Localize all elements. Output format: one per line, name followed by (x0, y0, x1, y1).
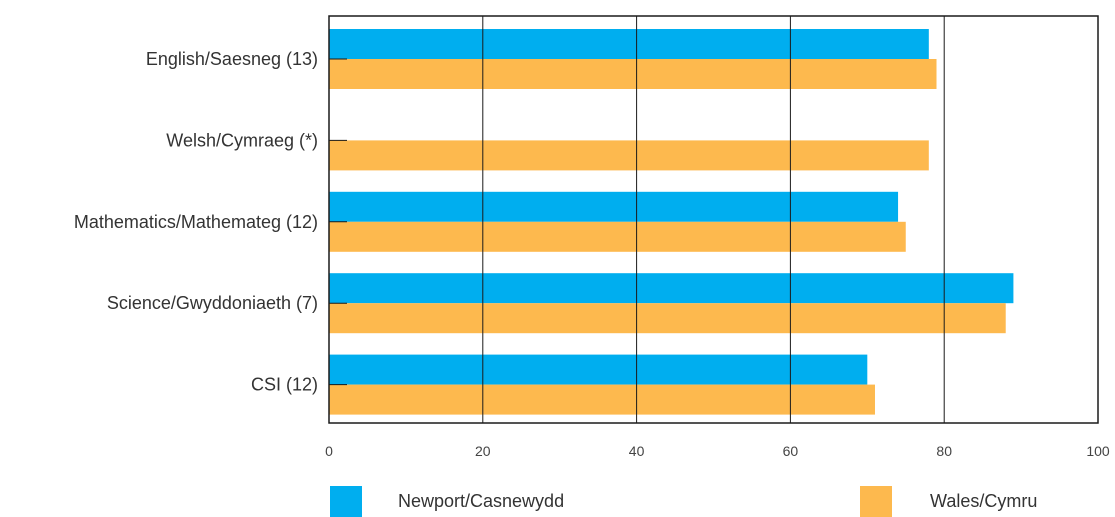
x-tick-label: 40 (629, 443, 645, 459)
legend-label-newport: Newport/Casnewydd (398, 491, 564, 511)
bar-wales-2 (329, 221, 906, 252)
category-labels: English/Saesneg (13) Welsh/Cymraeg (*) Mat… (74, 49, 318, 395)
bar-newport-3 (329, 273, 1014, 304)
legend: Newport/Casnewydd Wales/Cymru (330, 486, 1037, 517)
x-tick-label: 60 (783, 443, 799, 459)
x-tick-label: 20 (475, 443, 491, 459)
category-label: Science/Gwyddoniaeth (7) (107, 293, 318, 313)
x-tick-label: 80 (936, 443, 952, 459)
legend-label-wales: Wales/Cymru (930, 491, 1037, 511)
bar-wales-4 (329, 384, 875, 415)
bar-newport-0 (329, 29, 929, 59)
category-label: CSI (12) (251, 375, 318, 395)
category-label: Welsh/Cymraeg (*) (166, 130, 318, 150)
category-label: Mathematics/Mathemateg (12) (74, 212, 318, 232)
category-label: English/Saesneg (13) (146, 49, 318, 69)
x-tick-label: 0 (325, 443, 333, 459)
legend-swatch-wales (860, 486, 892, 517)
x-tick-labels: 0 20 40 60 80 100 (325, 443, 1110, 459)
bar-wales-3 (329, 303, 1006, 334)
bar-newport-2 (329, 191, 899, 222)
bar-newport-4 (329, 354, 868, 385)
x-tick-label: 100 (1086, 443, 1110, 459)
bars-layer (329, 29, 1014, 415)
bar-wales-0 (329, 59, 937, 89)
bar-wales-1 (329, 140, 929, 171)
gridlines (482, 16, 945, 423)
legend-swatch-newport (330, 486, 362, 517)
plot-area-frame (328, 15, 1099, 424)
